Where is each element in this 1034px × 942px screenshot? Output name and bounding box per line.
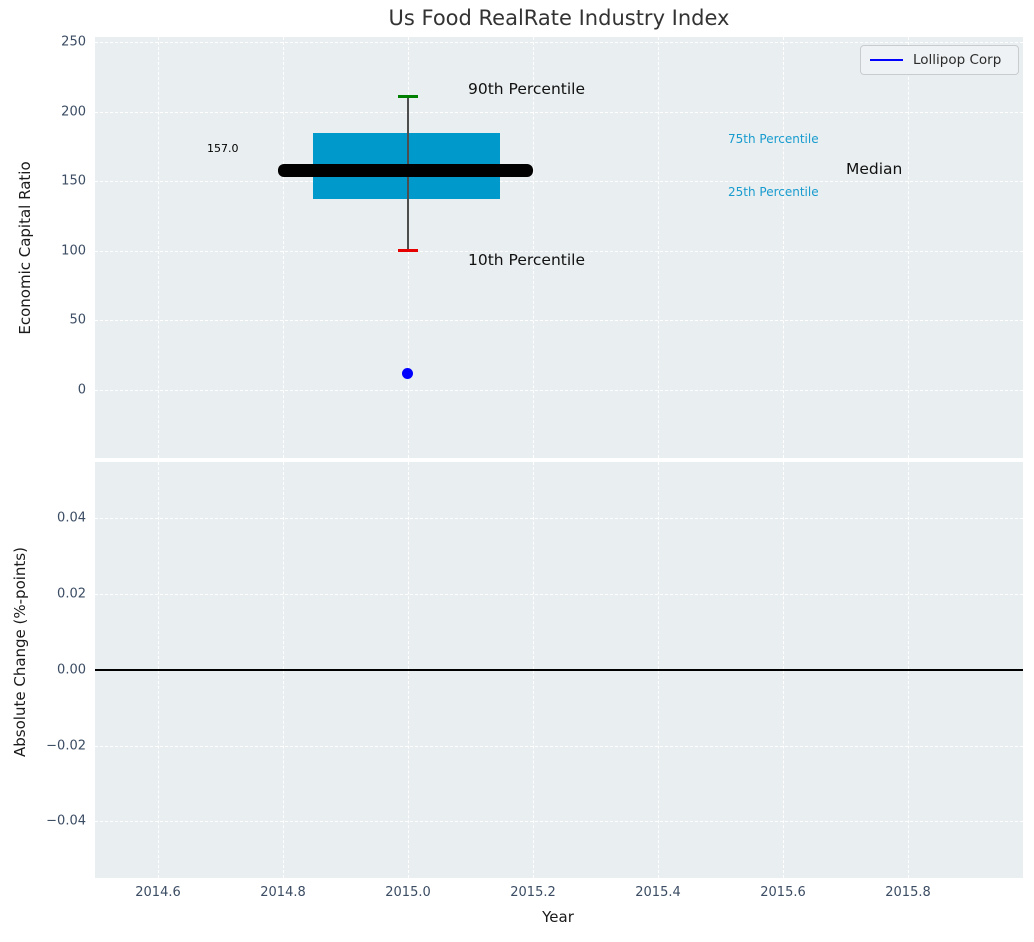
gridline xyxy=(533,37,534,458)
x-tick-label: 2015.8 xyxy=(885,885,931,900)
x-axis-label: Year xyxy=(542,908,574,926)
bottom-plot-area xyxy=(95,462,1023,878)
x-tick-label: 2015.2 xyxy=(510,885,556,900)
y-tick-label: 0.00 xyxy=(57,662,86,678)
x-tick-label: 2015.0 xyxy=(385,885,431,900)
p90-annotation: 90th Percentile xyxy=(468,80,586,98)
y-tick-label: 0.04 xyxy=(57,510,86,526)
median-value-label: 157.0 xyxy=(207,142,239,155)
gridline xyxy=(95,390,1023,391)
gridline xyxy=(95,594,1023,595)
gridline xyxy=(283,37,284,458)
top-plot-area: 157.0 90th Percentile 10th Percentile 75… xyxy=(95,37,1023,458)
y-tick-label: 150 xyxy=(61,173,86,189)
gridline xyxy=(783,37,784,458)
gridline xyxy=(95,112,1023,113)
gridline xyxy=(95,251,1023,252)
median-annotation: Median xyxy=(846,160,903,178)
y-tick-label: 200 xyxy=(61,104,86,120)
x-tick-label: 2015.6 xyxy=(760,885,806,900)
gridline xyxy=(658,37,659,458)
gridline xyxy=(95,821,1023,822)
median-line xyxy=(278,164,533,177)
y-tick-label: −0.04 xyxy=(46,813,86,829)
y-tick-label: 0.02 xyxy=(57,586,86,602)
x-tick-label: 2014.6 xyxy=(135,885,181,900)
p90-cap xyxy=(398,95,418,98)
legend-label: Lollipop Corp xyxy=(913,52,1002,68)
y-tick-label: −0.02 xyxy=(46,738,86,754)
top-y-axis-label: Economic Capital Ratio xyxy=(16,161,34,335)
y-tick-label: 0 xyxy=(77,382,86,398)
gridline xyxy=(95,42,1023,43)
x-tick-label: 2015.4 xyxy=(635,885,681,900)
lollipop-point xyxy=(402,368,413,379)
p75-annotation: 75th Percentile xyxy=(728,132,819,146)
y-tick-label: 50 xyxy=(69,312,86,328)
gridline xyxy=(95,320,1023,321)
legend: Lollipop Corp xyxy=(860,45,1019,75)
gridline xyxy=(95,746,1023,747)
gridline xyxy=(95,181,1023,182)
gridline xyxy=(908,37,909,458)
zero-change-line xyxy=(95,669,1023,671)
gridline xyxy=(95,518,1023,519)
y-tick-label: 250 xyxy=(61,34,86,50)
p10-annotation: 10th Percentile xyxy=(468,251,586,269)
x-tick-label: 2014.8 xyxy=(260,885,306,900)
p25-annotation: 25th Percentile xyxy=(728,185,819,199)
gridline xyxy=(158,37,159,458)
chart-title: Us Food RealRate Industry Index xyxy=(388,6,730,30)
legend-line-sample xyxy=(870,59,903,61)
y-tick-label: 100 xyxy=(61,243,86,259)
p10-cap xyxy=(398,249,418,252)
bottom-y-axis-label: Absolute Change (%-points) xyxy=(11,547,29,757)
